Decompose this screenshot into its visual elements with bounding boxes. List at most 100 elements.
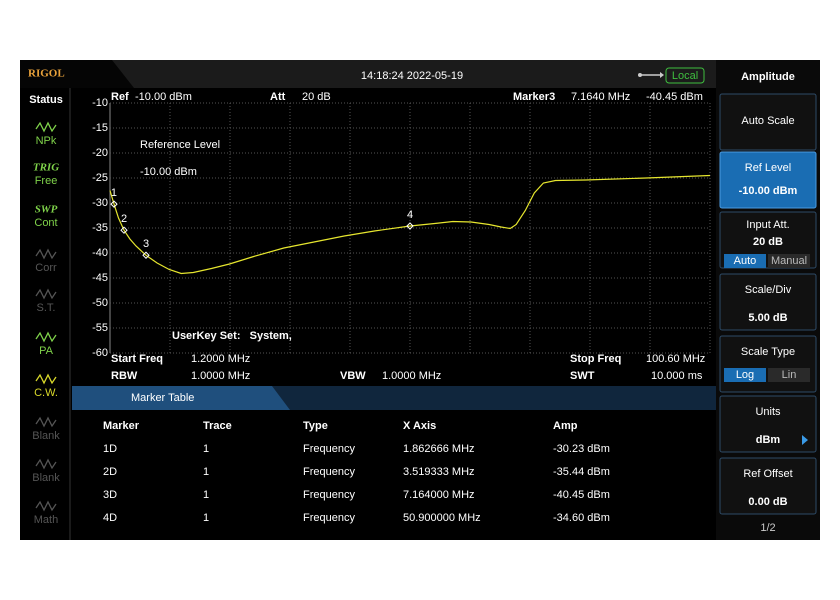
status-label: Corr (35, 262, 57, 274)
local-box (665, 67, 705, 84)
status-title: Status (29, 94, 63, 106)
table-cell: Frequency (303, 466, 355, 478)
marker-point (142, 251, 150, 259)
table-cell: 1D (103, 443, 117, 455)
table-cell: -40.45 dBm (553, 489, 610, 501)
status-label: Blank (32, 430, 60, 442)
marker-label: 2 (121, 213, 127, 225)
top-bar (20, 60, 716, 88)
status-label: C.W. (34, 387, 58, 399)
button-value: 20 dB (753, 236, 783, 248)
menu-button[interactable] (719, 273, 817, 331)
usb-dot (638, 73, 642, 77)
table-cell: Frequency (303, 489, 355, 501)
annotation: UserKey Set: System, (172, 330, 292, 342)
button-label: Auto Scale (741, 115, 794, 127)
annotation: Reference Level (140, 139, 220, 151)
table-tab (72, 386, 290, 410)
status-label: Cont (34, 217, 57, 229)
header-label: Marker3 (513, 91, 555, 103)
setting-label: RBW (111, 370, 138, 382)
y-tick-label: -60 (92, 347, 108, 359)
trace (109, 174, 711, 275)
table-cell: 1.862666 MHz (403, 443, 475, 455)
status-label: Free (35, 175, 58, 187)
header-value: -10.00 dBm (135, 91, 192, 103)
table-cell: Frequency (303, 443, 355, 455)
y-tick-label: -25 (92, 172, 108, 184)
menu-title: Amplitude (741, 71, 795, 83)
usb-head (660, 72, 664, 78)
status-icon (35, 416, 57, 428)
menu-button[interactable] (719, 395, 817, 453)
status-top: SWP (35, 204, 58, 216)
y-tick-label: -50 (92, 297, 108, 309)
usb-icon (638, 72, 664, 78)
status-label: S.T. (37, 302, 56, 314)
marker-label: 1 (111, 187, 117, 199)
table-cell: 3.519333 MHz (403, 466, 475, 478)
status-icon (35, 288, 57, 300)
status-label: Blank (32, 472, 60, 484)
button-label: Input Att. (746, 219, 789, 231)
submenu-arrow (802, 435, 808, 445)
setting-value: 1.2000 MHz (191, 353, 250, 365)
status-top: TRIG (33, 162, 59, 174)
table-header: Type (303, 420, 328, 432)
option-box[interactable] (768, 254, 810, 268)
option-label: Log (736, 369, 754, 381)
y-tick-label: -20 (92, 147, 108, 159)
header-value: 20 dB (302, 91, 331, 103)
table-cell: 1 (203, 466, 209, 478)
option-box[interactable] (768, 368, 810, 382)
table-cell: 1 (203, 512, 209, 524)
status-icon (35, 248, 57, 260)
status-icon (35, 121, 57, 133)
button-value: -10.00 dBm (739, 185, 798, 197)
status-icon (35, 500, 57, 512)
header-label: Ref (111, 91, 129, 103)
menu-button[interactable] (719, 93, 817, 151)
marker-point (406, 222, 414, 230)
button-value: 5.00 dB (748, 312, 787, 324)
status-label: PA (39, 345, 54, 357)
table-cell: 1 (203, 443, 209, 455)
y-tick-label: -10 (92, 97, 108, 109)
button-label: Units (755, 406, 781, 418)
option-label: Manual (771, 255, 807, 267)
button-value: dBm (756, 434, 781, 446)
y-tick-label: -40 (92, 247, 108, 259)
setting-value: 100.60 MHz (646, 353, 705, 365)
button-label: Ref Level (745, 162, 791, 174)
table-cell: Frequency (303, 512, 355, 524)
button-value: 0.00 dB (748, 496, 787, 508)
table-cell: -34.60 dBm (553, 512, 610, 524)
table-cell: 2D (103, 466, 117, 478)
setting-label: SWT (570, 370, 595, 382)
setting-label: Start Freq (111, 353, 163, 365)
setting-label: VBW (340, 370, 366, 382)
status-label: Math (34, 514, 58, 526)
status-icon (35, 373, 57, 385)
table-cell: 1 (203, 489, 209, 501)
menu-button[interactable] (719, 457, 817, 515)
header-label: Att (270, 91, 286, 103)
marker-point (110, 200, 118, 208)
button-label: Scale Type (741, 346, 795, 358)
header-value: -40.45 dBm (646, 91, 703, 103)
option-box[interactable] (724, 254, 766, 268)
menu-button[interactable] (719, 335, 817, 393)
screen-area (20, 60, 820, 540)
table-cell: 4D (103, 512, 117, 524)
menu-button[interactable] (719, 151, 817, 209)
option-label: Auto (734, 255, 757, 267)
y-tick-label: -15 (92, 122, 108, 134)
y-tick-label: -55 (92, 322, 108, 334)
y-tick-label: -45 (92, 272, 108, 284)
marker-point (120, 226, 128, 234)
marker-label: 3 (143, 238, 149, 250)
marker-label: 4 (407, 209, 413, 221)
option-box[interactable] (724, 368, 766, 382)
y-tick-label: -30 (92, 197, 108, 209)
